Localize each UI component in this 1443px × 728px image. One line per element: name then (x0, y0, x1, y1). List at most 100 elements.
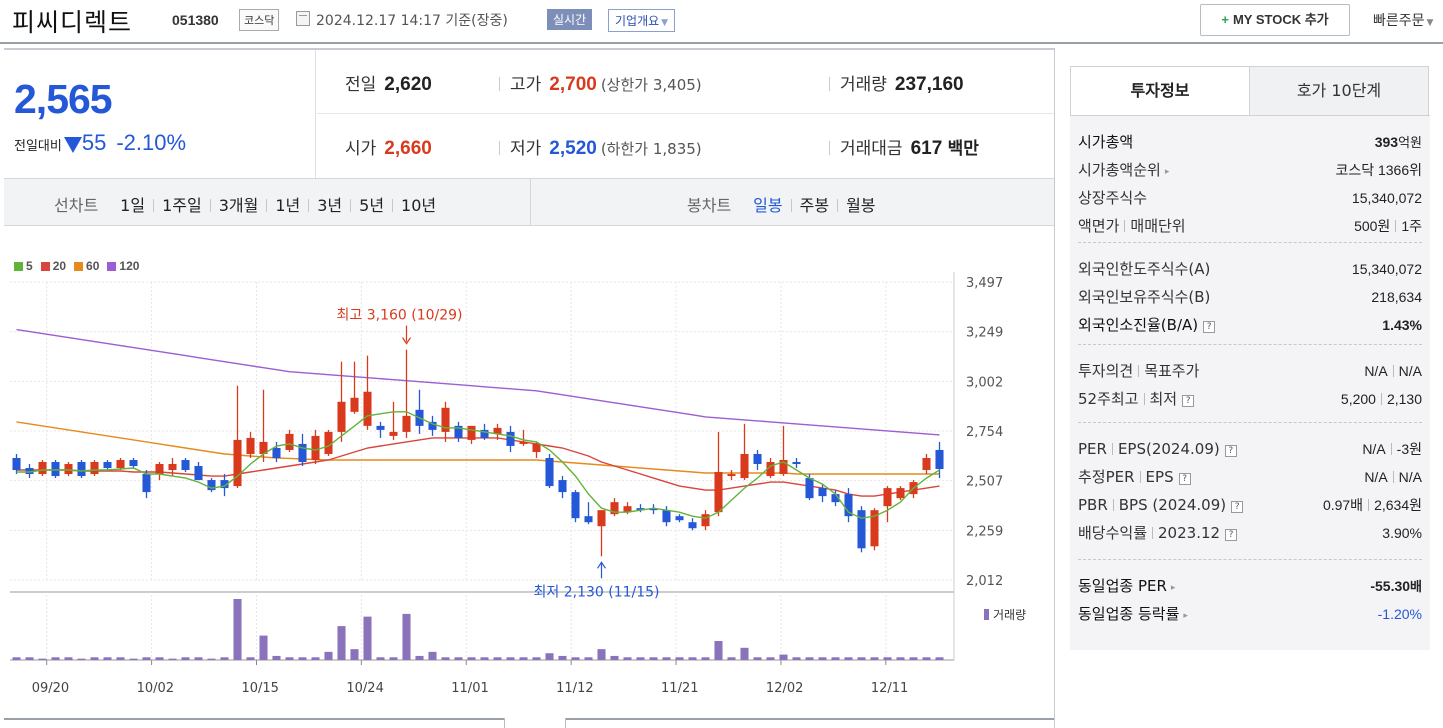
volume-bar (467, 657, 476, 660)
x-tick-label: 11/12 (556, 681, 593, 696)
quick-order-dropdown[interactable]: 빠른주문 ▼ (1373, 13, 1434, 29)
candle-body (376, 425, 385, 430)
volume-bar (480, 657, 489, 660)
volume-bar (870, 657, 879, 660)
volume-bar (779, 654, 788, 660)
x-tick-label: 11/01 (451, 681, 488, 696)
volume-bar (584, 657, 593, 660)
market-cap-value: 393억원 (1374, 134, 1422, 151)
ma5-line (16, 411, 940, 519)
stock-name: 피씨디렉트 (12, 8, 133, 37)
candle-body (766, 462, 775, 477)
candle-body (870, 510, 879, 547)
cap-section: 시가총액 393억원 시가총액순위 ▸ 코스닥 1366위 상장주식수 15,340,0… (1078, 128, 1422, 240)
help-icon[interactable]: ? (1224, 445, 1237, 457)
volume-bar (194, 657, 203, 660)
help-icon[interactable]: ? (1225, 529, 1238, 541)
candle-body (181, 459, 190, 471)
volume-bar (441, 657, 450, 660)
candle-body (103, 462, 112, 469)
volume-bar (597, 649, 606, 660)
x-tick-label: 10/02 (137, 681, 174, 696)
side-tabs: 투자정보 호가 10단계 (1070, 66, 1430, 116)
market-badge: 코스닥 (239, 9, 280, 31)
cap-rank-link[interactable]: 시가총액순위 ▸ (1078, 161, 1170, 179)
line-chart-tab-6[interactable]: 10년 (401, 196, 437, 215)
volume-bar (311, 657, 320, 660)
down-triangle-icon (63, 137, 82, 153)
quote-datetime: 2024.12.17 14:17 기준(장중) (316, 13, 508, 29)
volume-bar (831, 657, 840, 660)
candle-body (922, 457, 931, 471)
candle-body (38, 462, 47, 475)
chart-period-tabs: 선차트 1일 1주일 3개월 1년 3년 5년 10년 봉차트 일봉 주봉 월봉 (4, 178, 1054, 226)
volume-bar (324, 651, 333, 660)
tab-investment-info[interactable]: 투자정보 (1070, 66, 1250, 116)
x-tick-label: 10/15 (241, 681, 278, 696)
volume-bar (168, 658, 177, 660)
realtime-badge[interactable]: 실시간 (547, 9, 593, 30)
industry-per-link[interactable]: 동일업종 PER ▸ (1078, 577, 1176, 595)
volume-bar (688, 657, 697, 660)
line-chart-tab-3[interactable]: 1년 (275, 196, 301, 215)
x-tick-label: 11/21 (661, 681, 698, 696)
line-chart-tab-0[interactable]: 1일 (120, 196, 146, 215)
volume-bar (415, 655, 424, 660)
candle-body (25, 468, 34, 475)
volume-bar (896, 657, 905, 660)
chart-expand-handle[interactable] (504, 718, 566, 728)
candle-body (753, 453, 762, 465)
candle-body (792, 462, 801, 465)
candle-body (636, 508, 645, 511)
volume-bar (714, 641, 723, 660)
y-tick-label: 2,507 (966, 475, 1003, 490)
current-price-box: 2,565 전일대비 55 -2.10% (4, 50, 316, 178)
line-chart-tab-2[interactable]: 3개월 (218, 196, 259, 215)
candle-body (77, 462, 86, 477)
arrow-right-icon: ▸ (1170, 583, 1176, 593)
y-tick-label: 2,012 (966, 574, 1003, 589)
candle-chart-tab-0[interactable]: 일봉 (753, 196, 783, 215)
corp-info-dropdown[interactable]: 기업개요 ▼ (608, 9, 676, 32)
industry-rate-link[interactable]: 동일업종 등락률 ▸ (1078, 605, 1188, 623)
help-icon[interactable]: ? (1182, 395, 1195, 407)
volume-bar (649, 657, 658, 660)
ma120-line (16, 328, 940, 436)
max-price-annotation: 최고 3,160 (10/29) (337, 308, 463, 324)
stock-header: 피씨디렉트 051380 코스닥 2024.12.17 14:17 기준(장중)… (0, 0, 1443, 44)
candlestick-chart: 3,497 3,249 3,002 2,754 2,507 2,259 2,012 09/20… (10, 272, 1003, 696)
candle-body (779, 459, 788, 475)
help-icon[interactable]: ? (1203, 321, 1216, 333)
foreign-section: 외국인한도주식수(A) 15,340,072 외국인보유주식수(B) 218,634… (1078, 242, 1422, 339)
line-chart-tab-1[interactable]: 1주일 (162, 196, 202, 215)
volume-bar (259, 635, 268, 660)
candle-body (610, 502, 619, 515)
volume-bar (454, 657, 463, 660)
prev-close: 전일 2,620 (345, 74, 432, 95)
candle-chart-tab-1[interactable]: 주봉 (799, 196, 830, 215)
volume-bar (935, 657, 944, 660)
candle-body (493, 427, 502, 434)
volume-bar (532, 657, 541, 660)
line-chart-tab-4[interactable]: 3년 (317, 196, 343, 215)
help-icon[interactable]: ? (1178, 473, 1191, 485)
candle-chart-tab-2[interactable]: 월봉 (846, 196, 876, 215)
line-chart-tab-5[interactable]: 5년 (359, 196, 385, 215)
chevron-down-icon: ▼ (1426, 18, 1434, 28)
volume-bar (883, 657, 892, 660)
candle-body (168, 464, 177, 471)
tab-orderbook-10[interactable]: 호가 10단계 (1249, 66, 1429, 116)
volume-bar (298, 657, 307, 660)
volume-bar (103, 657, 112, 660)
volume-bar (272, 655, 281, 660)
candle-body (12, 457, 21, 471)
volume-bar (623, 657, 632, 660)
volume-bar (818, 657, 827, 660)
help-icon[interactable]: ? (1231, 501, 1244, 513)
y-tick-label: 3,002 (966, 375, 1003, 390)
candle-body (727, 474, 736, 477)
candle-body (233, 439, 242, 487)
candle-body (298, 443, 307, 463)
add-mystock-button[interactable]: + MY STOCK 추가 (1200, 4, 1350, 36)
candle-body (519, 441, 528, 444)
